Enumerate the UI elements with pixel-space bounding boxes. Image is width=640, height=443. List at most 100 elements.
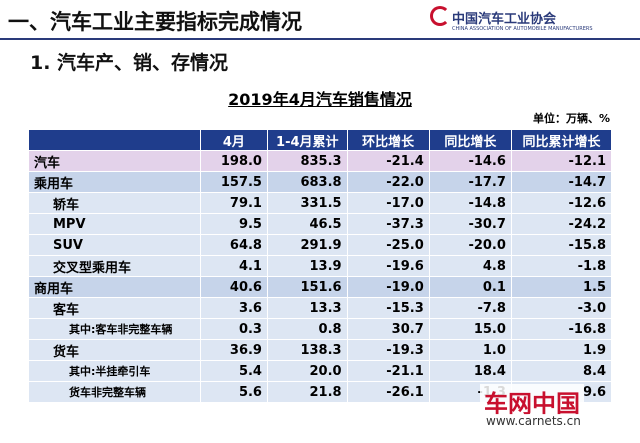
column-header: 同比增长 <box>428 129 512 151</box>
unit-note: 单位：万辆、% <box>532 112 610 125</box>
row-label: 乘用车 <box>28 171 201 193</box>
column-header: 环比增长 <box>346 129 430 151</box>
value-cell: 64.8 <box>199 234 268 256</box>
table-row: 轿车 79.1 331.5 -17.0 -14.8 -12.6 <box>28 192 613 214</box>
value-cell: 0.3 <box>199 318 268 340</box>
table-row: 其中:客车非完整车辆 0.3 0.8 30.7 15.0 -16.8 <box>28 318 613 340</box>
value-cell: -15.3 <box>346 297 430 319</box>
row-label: 货车非完整车辆 <box>28 381 201 403</box>
value-cell: 683.8 <box>266 171 348 193</box>
value-cell: -37.3 <box>346 213 430 235</box>
value-cell: 8.4 <box>510 360 613 382</box>
value-cell: -19.0 <box>346 276 430 298</box>
value-cell: 4.1 <box>199 255 268 277</box>
column-header <box>28 129 201 151</box>
sales-table: 4月 1-4月累计 环比增长 同比增长 同比累计增长 汽车 198.0 835.3 -21.4-… <box>28 129 613 403</box>
row-label: 货车 <box>28 339 201 361</box>
value-cell: -14.8 <box>428 192 512 214</box>
value-cell: 13.9 <box>266 255 348 277</box>
value-cell: -14.7 <box>510 171 613 193</box>
value-cell: -20.0 <box>428 234 512 256</box>
table-row: MPV 9.5 46.5 -37.3 -30.7 -24.2 <box>28 213 613 235</box>
value-cell: 40.6 <box>199 276 268 298</box>
value-cell: 46.5 <box>266 213 348 235</box>
table-row: 商用车 40.6 151.6 -19.0 0.1 1.5 <box>28 276 613 298</box>
value-cell: 5.4 <box>199 360 268 382</box>
logo-mark <box>430 6 450 26</box>
value-cell: -24.2 <box>510 213 613 235</box>
table-row: 货车 36.9 138.3 -19.3 1.0 1.9 <box>28 339 613 361</box>
value-cell: 9.5 <box>199 213 268 235</box>
row-label: 商用车 <box>28 276 201 298</box>
row-label: MPV <box>28 213 201 235</box>
value-cell: 3.6 <box>199 297 268 319</box>
logo-english: CHINA ASSOCIATION OF AUTOMOBILE MANUFACT… <box>452 26 593 32</box>
value-cell: -19.6 <box>346 255 430 277</box>
value-cell: -17.7 <box>428 171 512 193</box>
value-cell: 157.5 <box>199 171 268 193</box>
value-cell: 151.6 <box>266 276 348 298</box>
value-cell: 18.4 <box>428 360 512 382</box>
table-row: 客车 3.6 13.3 -15.3 -7.8 -3.0 <box>28 297 613 319</box>
value-cell: 1.5 <box>510 276 613 298</box>
value-cell: -7.8 <box>428 297 512 319</box>
value-cell: 0.8 <box>266 318 348 340</box>
header-rule <box>0 38 640 40</box>
value-cell: 0.1 <box>428 276 512 298</box>
column-header: 1-4月累计 <box>266 129 348 151</box>
value-cell: 36.9 <box>199 339 268 361</box>
subtitle: 1. 汽车产、销、存情况 <box>30 52 229 74</box>
value-cell: -17.0 <box>346 192 430 214</box>
row-label: 客车 <box>28 297 201 319</box>
table-row: 汽车 198.0 835.3 -21.4 -14.6 -12.1 <box>28 150 613 172</box>
value-cell: -19.3 <box>346 339 430 361</box>
value-cell: -1.8 <box>510 255 613 277</box>
value-cell: 331.5 <box>266 192 348 214</box>
value-cell: -30.7 <box>428 213 512 235</box>
table-row: 交叉型乘用车 4.1 13.9 -19.6 4.8 -1.8 <box>28 255 613 277</box>
table-row: 乘用车 157.5 683.8 -22.0 -17.7 -14.7 <box>28 171 613 193</box>
value-cell: -12.1 <box>510 150 613 172</box>
value-cell: -25.0 <box>346 234 430 256</box>
column-header: 同比累计增长 <box>510 129 613 151</box>
value-cell: -26.1 <box>346 381 430 403</box>
watermark: 车网中国 <box>480 384 584 419</box>
value-cell: 13.3 <box>266 297 348 319</box>
value-cell: 198.0 <box>199 150 268 172</box>
value-cell: -21.4 <box>346 150 430 172</box>
value-cell: 5.6 <box>199 381 268 403</box>
value-cell: -16.8 <box>510 318 613 340</box>
value-cell: -3.0 <box>510 297 613 319</box>
watermark-url: www.carnets.cn <box>486 414 581 428</box>
row-label: 其中:半挂牵引车 <box>28 360 201 382</box>
row-label: 轿车 <box>28 192 201 214</box>
table-title: 2019年4月汽车销售情况 <box>228 90 412 109</box>
value-cell: 1.0 <box>428 339 512 361</box>
table-row: SUV 64.8 291.9 -25.0 -20.0 -15.8 <box>28 234 613 256</box>
value-cell: -14.6 <box>428 150 512 172</box>
row-label: SUV <box>28 234 201 256</box>
value-cell: 21.8 <box>266 381 348 403</box>
logo-text: 中国汽车工业协会 <box>452 12 557 27</box>
value-cell: -22.0 <box>346 171 430 193</box>
value-cell: 291.9 <box>266 234 348 256</box>
value-cell: 79.1 <box>199 192 268 214</box>
row-label: 其中:客车非完整车辆 <box>28 318 201 340</box>
value-cell: 4.8 <box>428 255 512 277</box>
value-cell: 835.3 <box>266 150 348 172</box>
value-cell: 138.3 <box>266 339 348 361</box>
value-cell: -12.6 <box>510 192 613 214</box>
column-header: 4月 <box>199 129 268 151</box>
value-cell: 20.0 <box>266 360 348 382</box>
header-row: 4月 1-4月累计 环比增长 同比增长 同比累计增长 <box>28 129 613 151</box>
value-cell: -21.1 <box>346 360 430 382</box>
value-cell: 30.7 <box>346 318 430 340</box>
value-cell: 1.9 <box>510 339 613 361</box>
table-row: 其中:半挂牵引车 5.4 20.0 -21.1 18.4 8.4 <box>28 360 613 382</box>
value-cell: 15.0 <box>428 318 512 340</box>
row-label: 汽车 <box>28 150 201 172</box>
slide-title: 一、汽车工业主要指标完成情况 <box>8 10 302 34</box>
row-label: 交叉型乘用车 <box>28 255 201 277</box>
